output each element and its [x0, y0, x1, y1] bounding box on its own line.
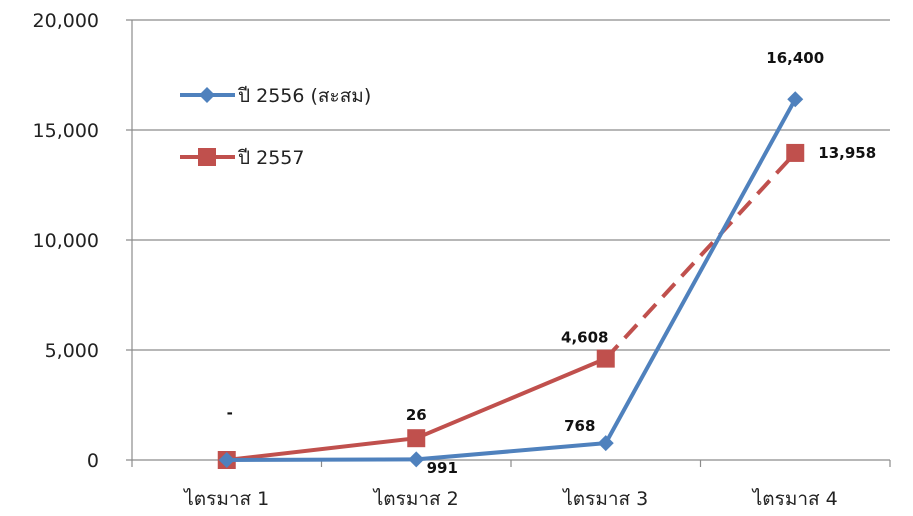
series-line-segment — [603, 98, 798, 445]
series-line-segment — [416, 441, 606, 462]
legend-label: ปี 2556 (สะสม) — [237, 85, 371, 107]
square-marker — [198, 148, 216, 166]
series-line-segment — [604, 151, 797, 360]
data-labels: - 26 4,608 13,958 768 16,400 991 — [227, 49, 877, 477]
legend-item: ปี 2557 — [180, 147, 304, 169]
series-line-segment — [415, 356, 607, 441]
y-axis-tick-labels: 0 5,000 10,000 15,000 20,000 — [33, 10, 99, 472]
series-line-segment — [226, 436, 417, 462]
x-tick-label: ไตรมาส 3 — [561, 488, 648, 510]
y-tick-label: 15,000 — [33, 120, 99, 142]
data-label: 13,958 — [818, 144, 876, 162]
legend-label: ปี 2557 — [237, 147, 304, 169]
diamond-marker — [408, 451, 425, 468]
x-tick-label: ไตรมาส 1 — [182, 488, 269, 510]
gridlines — [126, 19, 890, 351]
data-label: - — [227, 404, 233, 422]
diamond-marker — [218, 452, 235, 468]
square-marker — [596, 349, 615, 368]
legend: ปี 2556 (สะสม) ปี 2557 — [180, 85, 371, 169]
square-marker — [786, 143, 805, 162]
series-line-segment — [226, 457, 417, 462]
x-axis-tick-labels: ไตรมาส 1 ไตรมาส 2 ไตรมาส 3 ไตรมาส 4 — [182, 488, 838, 510]
y-tick-label: 5,000 — [45, 340, 99, 362]
legend-item: ปี 2556 (สะสม) — [180, 85, 371, 107]
data-label: 16,400 — [766, 49, 824, 67]
y-tick-label: 0 — [87, 450, 99, 472]
data-label: 26 — [406, 406, 427, 424]
y-tick-label: 10,000 — [33, 230, 99, 252]
diamond-marker — [199, 87, 215, 103]
data-label: 991 — [427, 459, 458, 477]
data-label: 768 — [564, 417, 595, 435]
diamond-marker — [787, 91, 804, 108]
diamond-marker — [597, 435, 614, 452]
series-layer — [217, 91, 805, 469]
y-tick-label: 20,000 — [33, 10, 99, 32]
data-label: 4,608 — [561, 329, 608, 347]
x-tick-label: ไตรมาส 2 — [372, 488, 459, 510]
x-tick-label: ไตรมาส 4 — [751, 488, 838, 510]
square-marker — [407, 429, 426, 448]
